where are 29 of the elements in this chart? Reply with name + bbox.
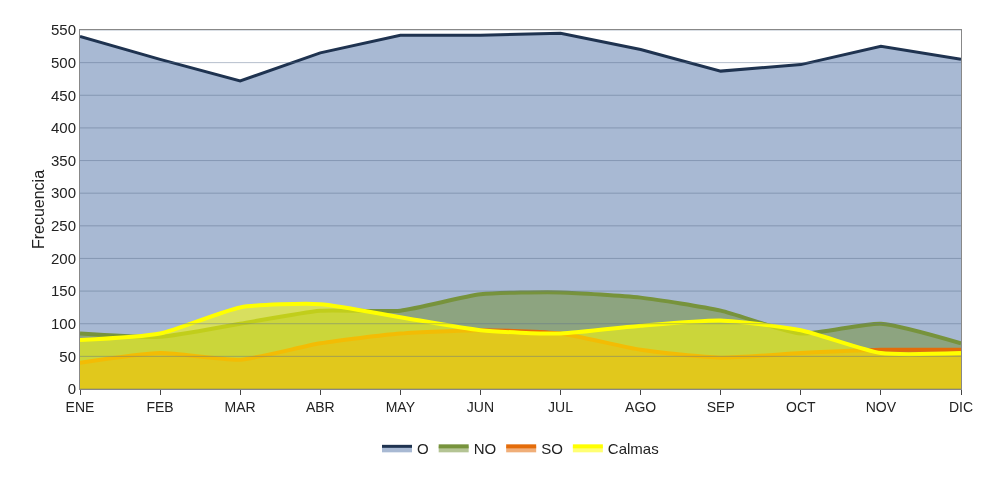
y-tick-label: 500 bbox=[50, 53, 76, 71]
y-tick-label: 0 bbox=[67, 380, 76, 398]
x-tick-label: ABR bbox=[305, 398, 335, 415]
y-tick-label: 350 bbox=[50, 151, 76, 169]
x-tick-label: DIC bbox=[948, 398, 974, 415]
x-tick-label: MAY bbox=[385, 398, 416, 415]
x-tick-label: ENE bbox=[65, 398, 95, 415]
y-axis-title: Frecuencia bbox=[29, 169, 47, 250]
x-tick-label: SEP bbox=[706, 398, 735, 415]
y-tick-label: 550 bbox=[50, 21, 76, 39]
legend-label: NO bbox=[473, 440, 497, 458]
x-tick-label: OCT bbox=[786, 398, 817, 415]
legend-label: O bbox=[417, 440, 429, 458]
x-tick-label: AGO bbox=[625, 398, 657, 415]
x-tick-label: MAR bbox=[224, 398, 256, 415]
y-tick-label: 300 bbox=[50, 184, 76, 202]
legend-label: SO bbox=[541, 440, 563, 458]
x-tick-label: NOV bbox=[865, 398, 897, 415]
y-tick-label: 450 bbox=[50, 86, 76, 104]
y-tick-label: 200 bbox=[50, 249, 76, 267]
legend-label: Calmas bbox=[607, 440, 659, 458]
x-tick-label: JUL bbox=[548, 398, 574, 415]
y-tick-label: 150 bbox=[50, 282, 76, 300]
y-tick-label: 100 bbox=[50, 314, 76, 332]
y-tick-label: 50 bbox=[59, 347, 76, 365]
y-tick-label: 250 bbox=[50, 217, 76, 235]
x-tick-label: JUN bbox=[466, 398, 495, 415]
x-tick-label: FEB bbox=[146, 398, 174, 415]
y-tick-label: 400 bbox=[50, 119, 76, 137]
